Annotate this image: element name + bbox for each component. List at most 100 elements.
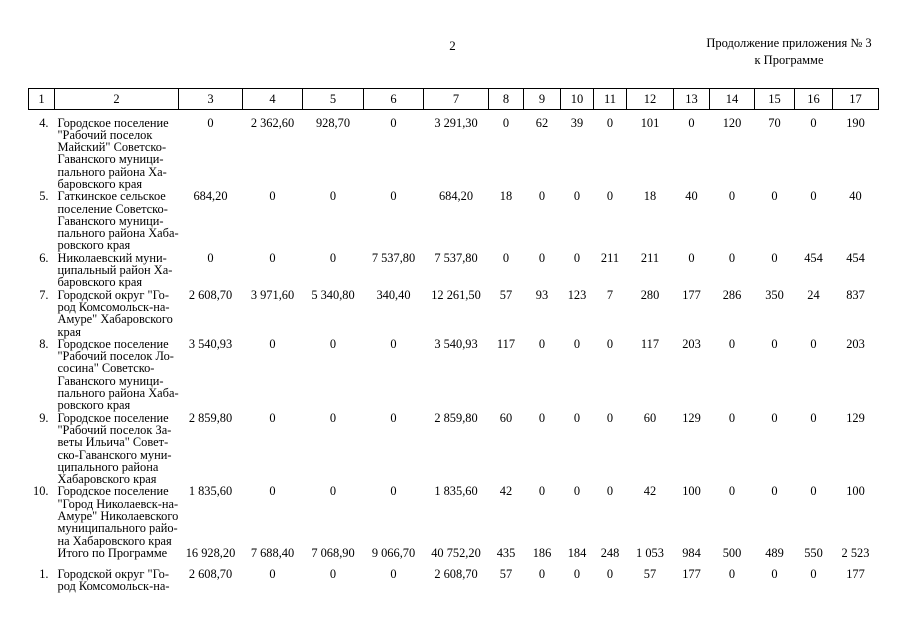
cell-value-col-11: 248 [600, 545, 620, 560]
row-name: Городское поселение "Рабочий поселок Май… [57, 115, 169, 191]
cell-value-col-13: 0 [688, 115, 695, 130]
cell-value-col-16: 0 [810, 115, 817, 130]
cell-value-col-8: 18 [499, 189, 513, 204]
table-body: 4. Городское поселение "Рабочий поселок М… [29, 110, 879, 593]
cell-value-col-16: 0 [810, 567, 817, 582]
cell-value-col-7: 40 752,20 [431, 545, 481, 560]
cell-value-col-5: 928,70 [315, 115, 351, 130]
row-name: Городское поселение "Рабочий поселок Ло-… [57, 336, 179, 413]
cell-value-col-15: 0 [771, 410, 778, 425]
cell-value-col-15: 0 [771, 250, 778, 265]
cell-value-col-3: 1 835,60 [188, 484, 233, 499]
cell-value-col-3: 2 859,80 [188, 410, 233, 425]
column-number-row: 1 2 3 4 5 6 7 8 9 10 11 12 13 14 15 16 17 [28, 88, 879, 110]
cell-value-col-9: 0 [538, 189, 546, 204]
table-row: 10. Городское поселение "Город Николаевск… [29, 484, 879, 548]
cell-value-col-16: 24 [807, 287, 820, 302]
column-header-10: 10 [560, 88, 594, 110]
cell-value-col-13: 100 [682, 484, 701, 499]
cell-value-col-14: 120 [722, 115, 742, 130]
cell-value-col-5: 0 [329, 410, 337, 425]
cell-value-col-10: 184 [567, 545, 587, 560]
cell-value-col-16: 0 [810, 189, 817, 204]
cell-value-col-5: 0 [329, 567, 337, 582]
cell-value-col-14: 0 [728, 484, 736, 499]
cell-value-col-14: 286 [722, 287, 742, 302]
cell-value-col-12: 280 [640, 287, 660, 302]
page-number: 2 [449, 38, 456, 53]
cell-value-col-17: 454 [846, 250, 865, 265]
row-number: 1. [39, 567, 49, 582]
row-number: 5. [39, 189, 49, 204]
cell-value-col-12: 57 [643, 567, 657, 582]
cell-value-col-10: 123 [567, 287, 587, 302]
appendix-note: Продолжение приложения № 3 к Программе [700, 35, 878, 69]
cell-value-col-16: 0 [810, 336, 817, 351]
cell-value-col-7: 2 608,70 [434, 567, 478, 582]
cell-value-col-4: 3 971,60 [250, 287, 295, 302]
cell-value-col-6: 0 [390, 115, 397, 130]
cell-value-col-16: 0 [810, 484, 817, 499]
cell-value-col-12: 42 [643, 484, 657, 499]
cell-value-col-4: 0 [269, 567, 276, 582]
cell-value-col-5: 7 068,90 [311, 545, 355, 560]
cell-value-col-8: 57 [499, 567, 513, 582]
cell-value-col-16: 454 [804, 250, 823, 265]
cell-value-col-7: 2 859,80 [434, 410, 478, 425]
cell-value-col-9: 0 [538, 410, 546, 425]
cell-value-col-10: 0 [573, 410, 581, 425]
cell-value-col-6: 340,40 [376, 287, 411, 302]
row-name: Городское поселение "Город Николаевск-на… [57, 484, 179, 548]
row-name: Николаевский муни- ципальный район Ха- б… [57, 250, 173, 290]
cell-value-col-11: 0 [606, 567, 614, 582]
column-header-16: 16 [794, 88, 833, 110]
cell-value-col-14: 0 [728, 189, 736, 204]
cell-value-col-6: 9 066,70 [371, 545, 416, 560]
cell-value-col-4: 0 [269, 250, 276, 265]
cell-value-col-15: 70 [768, 115, 781, 130]
cell-value-col-12: 60 [643, 410, 657, 425]
cell-value-col-12: 211 [640, 250, 660, 265]
cell-value-col-15: 350 [765, 287, 784, 302]
cell-value-col-10: 0 [573, 567, 581, 582]
cell-value-col-10: 39 [570, 115, 584, 130]
cell-value-col-4: 0 [269, 484, 276, 499]
cell-value-col-6: 0 [390, 189, 397, 204]
table-row: 8. Городское поселение "Рабочий поселок Л… [29, 338, 879, 412]
cell-value-col-4: 0 [269, 336, 276, 351]
cell-value-col-7: 7 537,80 [434, 250, 478, 265]
row-number: 7. [39, 287, 49, 302]
cell-value-col-7: 684,20 [438, 189, 474, 204]
column-header-13: 13 [673, 88, 710, 110]
cell-value-col-4: 7 688,40 [250, 545, 295, 560]
cell-value-col-15: 0 [771, 567, 778, 582]
cell-value-col-8: 0 [502, 250, 510, 265]
total-row: Итого по Программе 16 928,20 7 688,40 7 068… [29, 547, 879, 568]
cell-value-col-10: 0 [573, 336, 581, 351]
cell-value-col-13: 0 [688, 250, 695, 265]
cell-value-col-3: 684,20 [193, 189, 228, 204]
cell-value-col-15: 0 [771, 189, 778, 204]
cell-value-col-17: 129 [846, 410, 865, 425]
column-header-14: 14 [709, 88, 755, 110]
cell-value-col-4: 2 362,60 [250, 115, 295, 130]
row-name: Итого по Программе [57, 545, 168, 560]
cell-value-col-6: 0 [390, 410, 397, 425]
cell-value-col-3: 2 608,70 [188, 567, 233, 582]
cell-value-col-12: 117 [640, 336, 660, 351]
cell-value-col-7: 1 835,60 [434, 484, 478, 499]
column-header-3: 3 [178, 88, 243, 110]
cell-value-col-9: 186 [532, 545, 552, 560]
column-header-11: 11 [593, 88, 627, 110]
table-row: 6. Николаевский муни- ципальный район Ха-… [29, 252, 879, 289]
appendix-note-line1: Продолжение приложения № 3 [706, 36, 872, 50]
cell-value-col-5: 0 [329, 189, 337, 204]
row-name: Гаткинское сельское поселение Советско- … [57, 189, 179, 253]
cell-value-col-8: 117 [496, 336, 516, 351]
row-number: 8. [39, 336, 49, 351]
row-number: 4. [39, 115, 49, 130]
cell-value-col-10: 0 [573, 250, 581, 265]
table-row: 1. Городской округ "Го- род Комсомольск-н… [29, 568, 879, 593]
cell-value-col-9: 93 [535, 287, 549, 302]
column-header-6: 6 [363, 88, 424, 110]
